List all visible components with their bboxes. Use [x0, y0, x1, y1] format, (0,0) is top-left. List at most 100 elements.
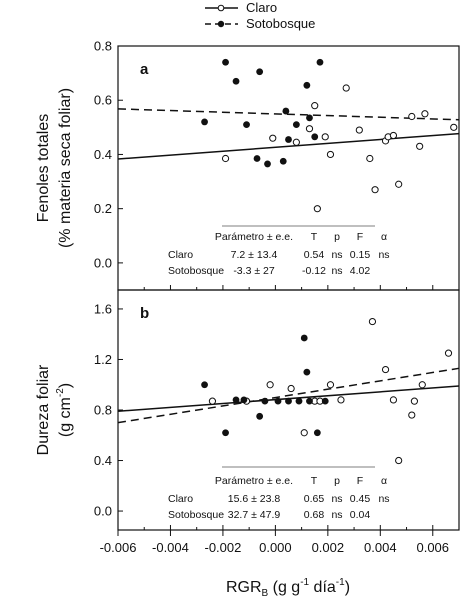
panel-b-point-claro — [300, 429, 308, 437]
panel-a-stats-cell: ns — [331, 265, 342, 277]
panel-b-point-claro — [337, 396, 345, 404]
panel-a-stats-cell: Sotobosque — [168, 265, 224, 277]
x-axis-label-sup-2: -1 — [336, 577, 345, 588]
panel-a-stats-cell: 0.15 — [350, 249, 371, 261]
panel-b-stats-cell: 0.68 — [304, 509, 325, 521]
panel-b-point-claro — [410, 397, 419, 405]
x-tick-label: -0.004 — [152, 540, 189, 555]
panel-b-stats-header: F — [357, 475, 363, 487]
legend-claro-label: Claro — [246, 0, 277, 15]
panel-b-point-sotobosque — [285, 397, 292, 405]
panel-a-point-sotobosque — [253, 155, 261, 162]
x-axis-label-unit-a: (g g — [268, 579, 300, 596]
panel-a-point-claro — [342, 84, 350, 92]
panel-a-stats-cell: 0.54 — [304, 249, 325, 261]
x-tick-label: 0.000 — [259, 540, 292, 555]
panel-a-point-sotobosque — [264, 160, 271, 168]
panel-a-point-claro — [221, 154, 230, 163]
panel-a-point-sotobosque — [222, 58, 229, 66]
panel-a-ytick-label: 0.2 — [94, 201, 112, 216]
panel-a-point-sotobosque — [316, 58, 324, 66]
panel-a-point-sotobosque — [243, 121, 250, 129]
panel-a-stats-header: Parámetro ± e.e. — [215, 231, 293, 243]
panel-b-point-claro — [408, 411, 416, 419]
panel-b-ylabel-line1: Dureza foliar — [35, 364, 52, 455]
panel-b-stats-header: α — [381, 475, 387, 487]
panel-a-point-sotobosque — [306, 114, 313, 122]
panel-b-stats-cell: ns — [378, 493, 389, 505]
panel-b-point-claro — [381, 365, 390, 374]
panel-b-point-sotobosque — [306, 397, 313, 405]
panel-b-point-sotobosque — [303, 368, 311, 376]
panel-a-ylabel: Fenoles totales (% materia seca foliar) — [35, 88, 74, 248]
panel-b-ytick-label: 1.6 — [94, 301, 112, 316]
panel-a-point-sotobosque — [285, 136, 292, 143]
panel-a-point-claro — [311, 102, 319, 110]
x-tick-label: 0.002 — [312, 540, 345, 555]
panel-b-point-sotobosque — [201, 381, 208, 389]
panel-a-stats-cell: Claro — [168, 249, 193, 261]
panel-b-point-sotobosque — [295, 397, 303, 405]
panel-b-ylabel-unit: (g cm — [57, 397, 74, 437]
panel-b-point-sotobosque — [313, 429, 321, 437]
panel-a-point-claro — [421, 110, 429, 118]
panel-a-point-claro — [366, 154, 374, 163]
x-axis-label-sub: B — [262, 588, 269, 599]
panel-a-point-claro — [292, 138, 300, 146]
panel-b-point-claro — [368, 317, 377, 326]
legend-sotobosque-marker — [217, 20, 225, 28]
panel-a-point-sotobosque — [303, 81, 311, 89]
panel-a-ytick-label: 0.0 — [94, 255, 112, 270]
panel-a-stats-header: T — [311, 231, 318, 243]
panel-a-point-sotobosque — [282, 107, 290, 115]
panel-a-stats-header: p — [334, 231, 340, 243]
panel-b-point-sotobosque — [321, 397, 329, 405]
panel-b-point-claro — [444, 349, 453, 357]
panel-a-ytick-label: 0.4 — [94, 147, 112, 162]
panel-a-point-sotobosque — [256, 68, 264, 76]
panel-b-ylabel-close: ) — [57, 383, 74, 388]
x-axis-label-sup-1: -1 — [300, 577, 309, 588]
panel-a-point-claro — [326, 150, 335, 159]
panel-a-point-sotobosque — [279, 157, 287, 165]
panel-a-point-claro — [305, 125, 314, 133]
panel-a-point-claro — [355, 126, 363, 134]
panel-a-point-claro — [408, 112, 416, 121]
legend-claro-marker — [217, 4, 225, 12]
panel-b-ylabel-line2: (g cm-2) — [55, 383, 74, 437]
x-tick-label: -0.006 — [100, 540, 137, 555]
panel-b-point-sotobosque — [300, 334, 308, 342]
panel-a-ylabel-line2: (% materia seca foliar) — [57, 88, 74, 248]
panel-b-stats-cell: Sotobosque — [168, 509, 224, 521]
panel-b-point-sotobosque — [240, 396, 248, 404]
panel-b-ylabel: Dureza foliar (g cm-2) — [35, 364, 74, 455]
panel-a-point-claro — [416, 142, 424, 150]
panel-b-point-claro — [389, 396, 398, 404]
panel-b-point-claro — [208, 397, 217, 405]
panel-b-point-sotobosque — [232, 396, 240, 404]
panel-b-ytick-label: 0.8 — [94, 403, 112, 418]
legend: Claro Sotobosque — [205, 0, 315, 31]
panel-a-point-sotobosque — [292, 121, 300, 129]
panel-b-stats-cell: Claro — [168, 493, 193, 505]
panel-b-ytick-label: 0.0 — [94, 504, 112, 519]
panel-b-point-claro — [326, 381, 335, 389]
x-tick-label: -0.002 — [204, 540, 241, 555]
panel-a-point-claro — [395, 180, 403, 188]
x-axis: -0.006 -0.004 -0.002 0.000 0.002 0.004 0.006 — [100, 530, 449, 555]
panel-b-point-claro — [266, 381, 274, 389]
x-tick-label: 0.004 — [364, 540, 397, 555]
panel-a-fit-sotobosque — [117, 108, 460, 121]
panel-a-ytick-label: 0.6 — [94, 93, 112, 108]
panel-b-fit-sotobosque — [117, 367, 460, 424]
panel-a-point-claro — [313, 205, 321, 213]
panel-b-ytick-label: 1.2 — [94, 352, 112, 367]
panel-a-letter: a — [140, 61, 149, 78]
panel-b-stats-header: Parámetro ± e.e. — [215, 475, 293, 487]
panel-a-stats-header: α — [381, 231, 387, 243]
panel-b-point-claro — [418, 381, 426, 389]
panel-b-point-sotobosque — [274, 397, 282, 405]
